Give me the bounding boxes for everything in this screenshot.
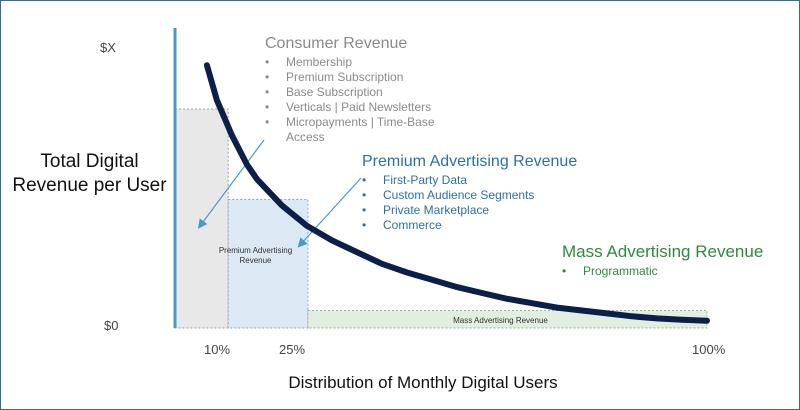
consumer-item: Membership [265,55,465,70]
premium-arrow [297,177,362,248]
consumer-item: Verticals | Paid Newsletters [265,100,465,115]
consumer-revenue-annotation: Consumer Revenue Membership Premium Subs… [265,35,465,145]
consumer-item: Micropayments | Time-Base Access [265,115,465,145]
premium-advertising-annotation: Premium Advertising Revenue First-Party … [362,153,612,233]
consumer-arrow [197,139,265,229]
premium-segment-label: Premium Advertising Revenue [218,246,293,265]
mass-advertising-title: Mass Advertising Revenue [562,242,764,261]
revenue-curve [203,62,710,324]
consumer-item: Premium Subscription [265,70,465,85]
mass-advertising-annotation: Mass Advertising Revenue Programmatic [562,242,792,279]
premium-item: Private Marketplace [362,203,612,218]
mass-segment-label: Mass Advertising Revenue [453,316,548,325]
x-tick-label: 10% [204,342,231,357]
y-axis-label: Total Digital Revenue per User [12,151,167,196]
consumer-segment [174,108,229,329]
mass-item: Programmatic [562,264,792,279]
premium-item: First-Party Data [362,173,612,188]
consumer-item: Base Subscription [265,85,465,100]
y-tick-max: $X [100,40,116,55]
x-axis-label: Distribution of Monthly Digital Users [288,373,558,392]
premium-advertising-title: Premium Advertising Revenue [362,153,578,170]
premium-segment [227,199,309,329]
premium-item: Custom Audience Segments [362,188,612,203]
consumer-revenue-title: Consumer Revenue [265,35,408,52]
y-tick-zero: $0 [104,318,119,333]
x-tick-label: 25% [279,342,306,357]
premium-item: Commerce [362,218,612,233]
x-tick-label: 100% [692,342,726,357]
